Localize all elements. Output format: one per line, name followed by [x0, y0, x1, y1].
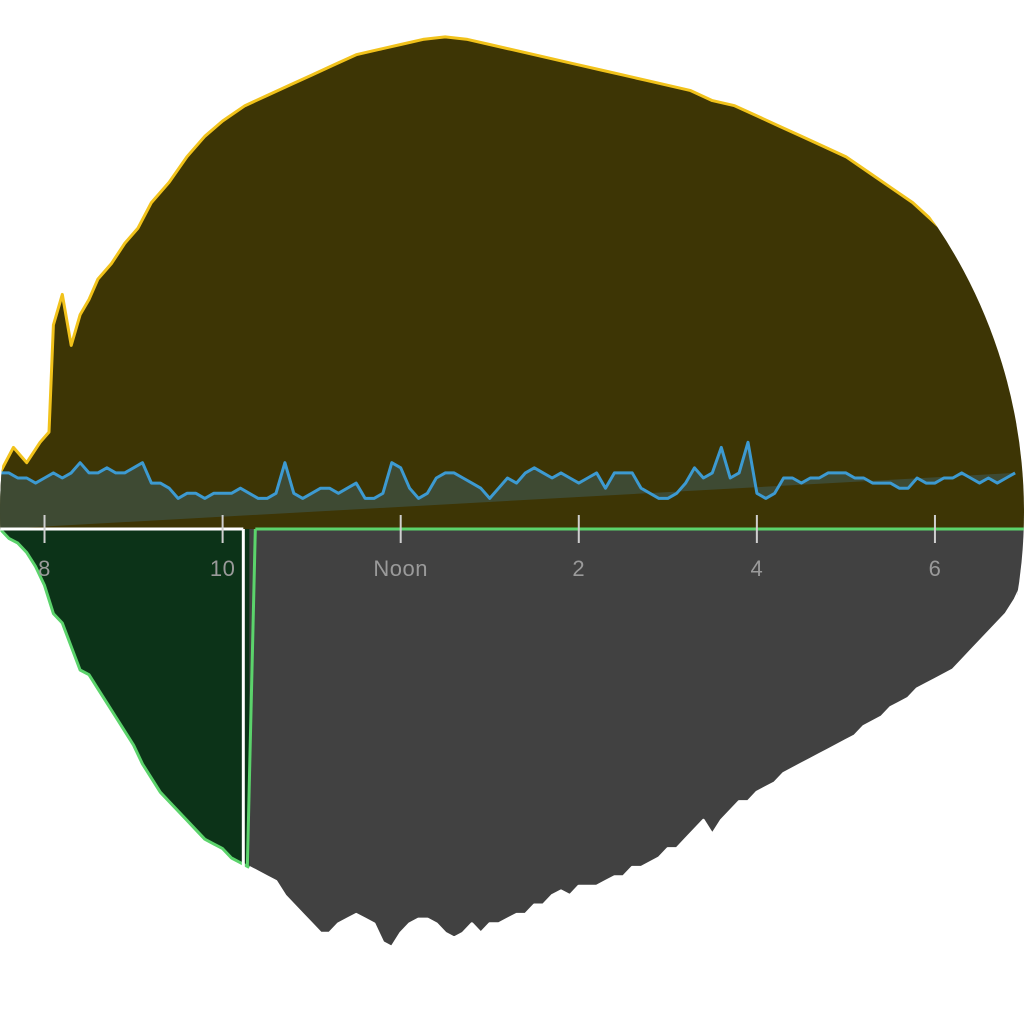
x-tick-label: 10: [210, 556, 235, 581]
x-tick-label: 8: [38, 556, 51, 581]
consumption-area: [0, 442, 1016, 529]
solar-line: [0, 35, 1024, 474]
grid-usage-area: [0, 529, 250, 868]
consumption-line: [0, 440, 1016, 500]
plot-layer: [0, 35, 1024, 949]
x-axis: 8 10 Noon 2 4 6: [0, 515, 1024, 581]
x-tick-label: Noon: [373, 556, 428, 581]
usage-line: [248, 580, 1024, 949]
solar-area: [0, 36, 1024, 530]
grid-usage-line: [0, 527, 251, 869]
usage-area: [0, 529, 1024, 948]
x-tick-label: 6: [929, 556, 942, 581]
x-tick-label: 4: [750, 556, 763, 581]
x-tick-label: 2: [572, 556, 585, 581]
split-edge-green: [245, 528, 257, 868]
